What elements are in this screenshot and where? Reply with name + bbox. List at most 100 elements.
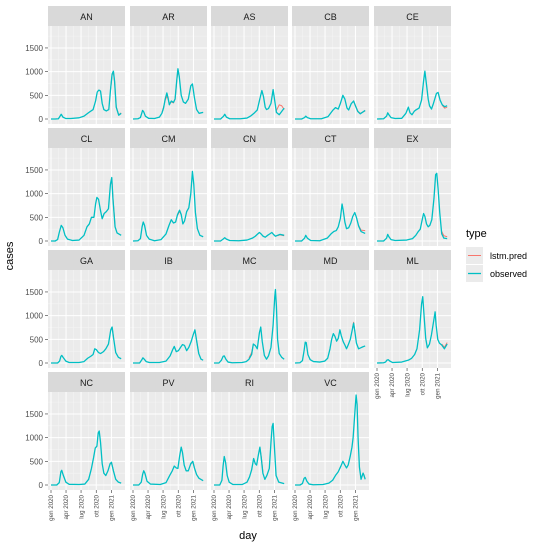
x-tick-label: gen 2021 xyxy=(191,494,198,520)
panel-strip xyxy=(292,250,369,270)
y-tick-label: 1500 xyxy=(25,288,43,297)
series-line-observed xyxy=(214,231,285,242)
series-line-observed xyxy=(214,288,285,364)
panel-strip-label: GA xyxy=(80,256,93,266)
panel-plot-background xyxy=(130,270,207,368)
panel-strip-label: CE xyxy=(406,12,419,22)
panel-strip-label: CN xyxy=(243,134,256,144)
panel-strip xyxy=(130,372,207,392)
x-tick-label: ott 2020 xyxy=(93,494,100,517)
panel-ct: CT xyxy=(292,128,369,246)
panel-strip-label: CB xyxy=(324,12,337,22)
series-line-observed xyxy=(295,94,366,120)
panel-mc: MC xyxy=(211,250,288,368)
x-tick-label: gen 2020 xyxy=(211,494,218,520)
y-tick-label: 500 xyxy=(30,457,44,466)
y-tick-label: 500 xyxy=(30,91,44,100)
series-line-lstm-pred xyxy=(441,231,448,238)
panel-ga: GA xyxy=(48,250,125,368)
panel-strip xyxy=(374,250,451,270)
series-line-lstm-pred xyxy=(275,104,285,111)
series-line-observed xyxy=(51,326,122,364)
y-tick-label: 0 xyxy=(39,481,44,490)
series-line-observed xyxy=(376,296,448,364)
series-line-observed xyxy=(377,172,448,242)
legend-label-observed: observed xyxy=(490,269,527,279)
panel-strip xyxy=(48,372,125,392)
panel-plot-background xyxy=(374,270,451,368)
panel-ib: IB xyxy=(130,250,207,368)
panel-cn: CN xyxy=(211,128,288,246)
panel-strip-label: IB xyxy=(164,256,173,266)
panel-strip-label: EX xyxy=(406,134,418,144)
panel-strip xyxy=(211,372,288,392)
y-tick-label: 1500 xyxy=(25,166,43,175)
panel-plot-background xyxy=(292,148,369,246)
x-tick-label: gen 2020 xyxy=(48,494,55,520)
panel-plot-background xyxy=(292,392,369,490)
series-line-observed xyxy=(295,394,366,486)
panel-strip xyxy=(211,128,288,148)
panel-plot-background xyxy=(130,26,207,124)
panel-strip-label: AN xyxy=(80,12,93,22)
series-line-observed xyxy=(51,70,122,120)
y-tick-label: 1000 xyxy=(25,190,43,199)
panel-ml: ML xyxy=(374,250,451,368)
x-tick-label: gen 2020 xyxy=(130,494,137,520)
x-tick-label: gen 2021 xyxy=(109,494,116,520)
panel-plot-background xyxy=(292,270,369,368)
panel-cl: CL xyxy=(48,128,125,246)
panel-strip xyxy=(292,128,369,148)
x-axis-title: day xyxy=(239,530,257,542)
panel-ex: EX xyxy=(374,128,451,246)
panel-strip-label: MD xyxy=(324,256,338,266)
panel-strip xyxy=(292,6,369,26)
panel-ce: CE xyxy=(374,6,451,124)
panel-vc: VC xyxy=(292,372,369,490)
panel-nc: NC xyxy=(48,372,125,490)
panel-strip-label: CT xyxy=(325,134,337,144)
y-tick-label: 500 xyxy=(30,335,44,344)
panel-strip-label: MC xyxy=(243,256,257,266)
panel-plot-background xyxy=(48,270,125,368)
panel-cm: CM xyxy=(130,128,207,246)
panel-strip-label: NC xyxy=(80,378,93,388)
legend-title: type xyxy=(466,228,487,240)
x-tick-label: apr 2020 xyxy=(63,494,70,519)
panel-plot-background xyxy=(374,148,451,246)
series-line-observed xyxy=(376,70,448,120)
panel-strip xyxy=(130,128,207,148)
x-tick-label: gen 2021 xyxy=(435,372,442,398)
panel-md: MD xyxy=(292,250,369,368)
x-tick-label: gen 2020 xyxy=(374,372,381,398)
x-tick-label: lug 2020 xyxy=(241,494,248,518)
series-line-observed xyxy=(214,88,285,120)
x-tick-label: apr 2020 xyxy=(226,494,233,519)
series-line-observed xyxy=(133,329,204,364)
panels-layer: AN AR AS CB CE CL CM CN CT EX GA IB MC MD ML NC PV RI VC xyxy=(48,6,451,490)
y-tick-label: 1000 xyxy=(25,312,43,321)
panel-strip xyxy=(48,128,125,148)
panel-as: AS xyxy=(211,6,288,124)
panel-strip xyxy=(48,6,125,26)
panel-strip-label: ML xyxy=(406,256,419,266)
panel-plot-background xyxy=(130,392,207,490)
x-tick-label: apr 2020 xyxy=(307,494,314,519)
panel-strip xyxy=(130,250,207,270)
panel-strip-label: CM xyxy=(162,134,176,144)
x-tick-label: gen 2021 xyxy=(272,494,279,520)
y-axis-ticks: 0 500 1000 1500 0 500 1000 1500 0 500 1000 1500 0 500… xyxy=(25,44,48,490)
legend: type lstm.pred observed xyxy=(466,228,527,282)
panel-plot-background xyxy=(211,270,288,368)
y-tick-label: 1000 xyxy=(25,68,43,77)
y-tick-label: 0 xyxy=(39,115,44,124)
legend-label-lstm-pred: lstm.pred xyxy=(490,251,527,261)
x-tick-label: apr 2020 xyxy=(145,494,152,519)
panel-ri: RI xyxy=(211,372,288,490)
series-line-observed xyxy=(294,322,366,364)
panel-strip xyxy=(130,6,207,26)
panel-strip xyxy=(48,250,125,270)
series-line-observed xyxy=(214,422,285,486)
panel-strip xyxy=(211,6,288,26)
